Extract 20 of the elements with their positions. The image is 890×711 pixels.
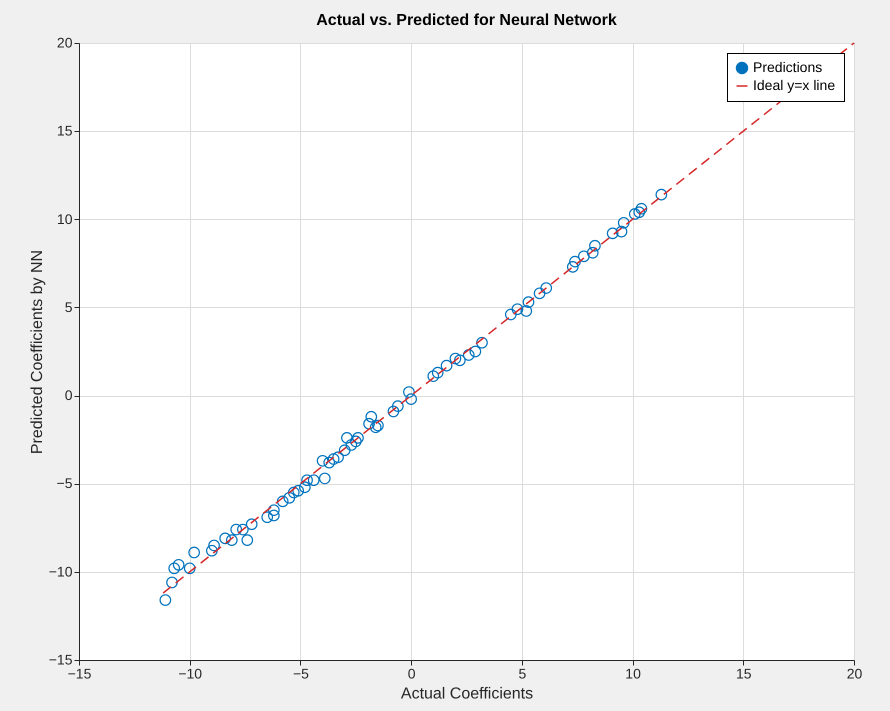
x-tick-label: 10 xyxy=(625,666,642,682)
y-tick-label: 5 xyxy=(64,298,73,315)
x-axis-title: Actual Coefficients xyxy=(400,686,534,702)
y-tick-label: 0 xyxy=(64,387,73,404)
y-tick-label: −15 xyxy=(48,652,73,668)
y-tick-label: 10 xyxy=(56,210,73,227)
y-tick-label: 15 xyxy=(56,122,73,139)
x-tick-label: 5 xyxy=(518,666,526,682)
x-tick-label: −5 xyxy=(292,666,310,682)
x-tick-label: −10 xyxy=(178,666,202,682)
x-tick-label: 20 xyxy=(846,666,862,682)
y-tick-label: −5 xyxy=(56,475,73,492)
y-tick-label: 20 xyxy=(56,34,73,50)
x-tick-label: 0 xyxy=(408,666,416,682)
legend-label: Predictions xyxy=(753,59,822,75)
y-tick-label: −10 xyxy=(48,563,73,580)
x-tick-label: 15 xyxy=(736,666,752,682)
y-axis-title: Predicted Coefficients by NN xyxy=(28,250,46,454)
chart-title: Actual vs. Predicted for Neural Network xyxy=(316,12,617,29)
legend-label: Ideal y=x line xyxy=(753,77,836,93)
